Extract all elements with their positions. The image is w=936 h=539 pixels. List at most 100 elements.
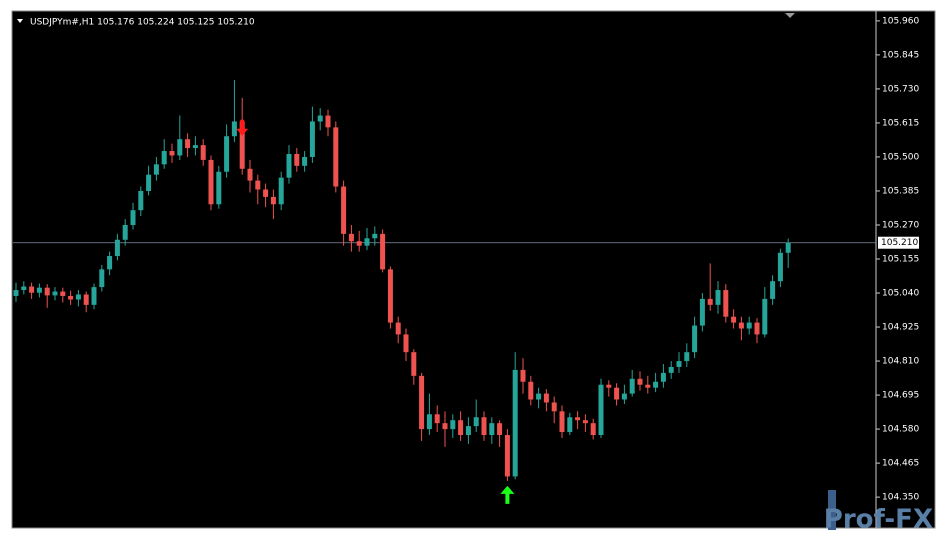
candle-body: [614, 387, 620, 400]
candle-body: [224, 136, 230, 172]
candle-body: [75, 294, 81, 300]
candle-body: [36, 287, 42, 293]
candle-body: [372, 233, 378, 239]
candle-body: [754, 322, 760, 335]
y-tick-label: 104.695: [882, 391, 919, 401]
candle-body: [715, 290, 721, 305]
candle-body: [169, 151, 175, 156]
candle-body: [185, 139, 191, 149]
candle-body: [146, 174, 152, 191]
y-tick-label: 104.925: [882, 323, 919, 333]
candle-body: [247, 168, 253, 181]
candle-body: [403, 334, 409, 353]
chart-title: USDJPYm#,H1 105.176 105.224 105.125 105.…: [30, 18, 255, 28]
candle-body: [302, 156, 308, 166]
candle-body: [364, 238, 370, 246]
candle-body: [567, 417, 573, 433]
candle-body: [645, 384, 651, 388]
candle-body: [434, 414, 440, 424]
candle-body: [91, 287, 97, 305]
candle-body: [419, 375, 425, 430]
y-tick-label: 105.040: [882, 289, 919, 299]
candle-body: [286, 153, 292, 178]
signal-arrow: [500, 485, 515, 504]
candle-body: [21, 286, 27, 291]
candle-body: [380, 233, 386, 270]
candle-body: [785, 242, 791, 253]
candle-body: [551, 402, 557, 412]
candle-body: [629, 378, 635, 394]
watermark-bar: [828, 490, 836, 530]
candle-body: [29, 286, 35, 293]
candle-body: [723, 290, 729, 317]
y-tick-label: 104.350: [882, 493, 919, 503]
candle-body: [356, 241, 362, 246]
candle-body: [333, 127, 339, 187]
candle-body: [543, 393, 549, 403]
candle-body: [707, 298, 713, 305]
candle-body: [731, 316, 737, 323]
candle-body: [83, 294, 89, 305]
candle-body: [762, 298, 768, 335]
candle-body: [99, 269, 105, 288]
candle-body: [637, 378, 643, 385]
candle-body: [68, 295, 74, 300]
candle-body: [122, 224, 128, 240]
candle-body: [208, 159, 214, 205]
candle-body: [777, 252, 783, 282]
candle-body: [138, 190, 144, 211]
candle-body: [606, 384, 612, 388]
candle-body: [699, 298, 705, 326]
candle-body: [13, 290, 19, 296]
candle-body: [153, 164, 159, 175]
candle-body: [458, 420, 464, 436]
y-tick-label: 105.730: [882, 84, 919, 94]
candle-body: [575, 417, 581, 421]
candle-body: [107, 256, 113, 270]
candle-body: [582, 420, 588, 424]
candle-body: [161, 151, 167, 165]
candle-body: [395, 322, 401, 335]
menu-triangle[interactable]: [17, 19, 23, 23]
candle-body: [341, 186, 347, 234]
watermark: Prof-FX: [824, 505, 933, 535]
candle-body: [536, 393, 542, 400]
candle-body: [177, 139, 183, 156]
candle-body: [465, 426, 471, 436]
candle-body: [411, 352, 417, 376]
candle-body: [216, 171, 222, 205]
candle-body: [559, 411, 565, 433]
y-tick-label: 104.810: [882, 357, 919, 367]
candle-body: [504, 435, 510, 477]
candle-body: [52, 291, 58, 296]
candle-body: [278, 177, 284, 205]
candle-body: [676, 361, 682, 367]
candle-body: [255, 180, 261, 190]
candle-body: [684, 352, 690, 362]
candle-body: [60, 291, 66, 296]
candle-body: [653, 381, 659, 388]
candle-body: [738, 322, 744, 329]
candle-body: [621, 393, 627, 400]
candle-body: [489, 423, 495, 436]
y-tick-label: 105.615: [882, 118, 919, 128]
signal-arrow: [236, 119, 249, 136]
candle-body: [598, 384, 604, 436]
candle-body: [348, 233, 354, 242]
candle-body: [387, 269, 393, 323]
candle-body: [473, 417, 479, 427]
candle-body: [590, 423, 596, 436]
candle-body: [442, 423, 448, 430]
candle-body: [44, 287, 50, 296]
candle-body: [512, 369, 518, 477]
candle-body: [231, 121, 237, 137]
candle-body: [325, 115, 331, 128]
watermark-group: Prof-FX: [824, 490, 933, 535]
y-tick-label: 105.500: [882, 152, 919, 162]
candle-body: [692, 325, 698, 353]
y-tick-label: 105.845: [882, 50, 919, 60]
y-tick-label: 104.465: [882, 459, 919, 469]
candle-body: [660, 372, 666, 382]
candle-body: [770, 281, 776, 299]
